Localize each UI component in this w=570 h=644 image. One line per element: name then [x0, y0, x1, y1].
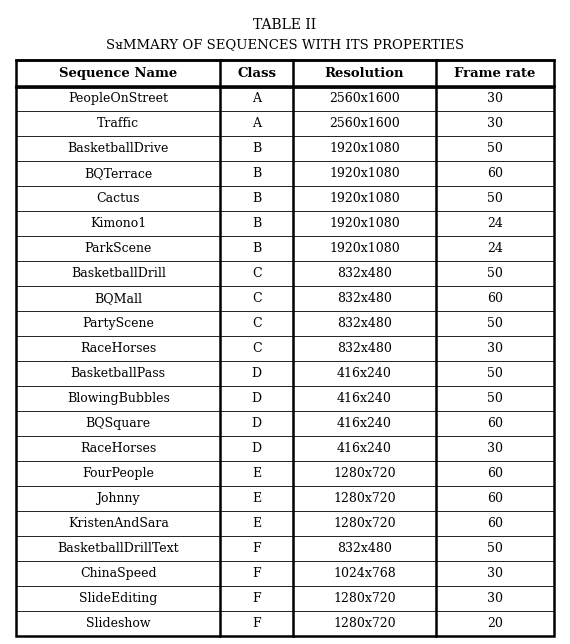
Text: F: F [253, 567, 261, 580]
Text: BasketballPass: BasketballPass [71, 367, 166, 380]
Text: 30: 30 [487, 92, 503, 105]
Text: 24: 24 [487, 242, 503, 255]
Text: F: F [253, 542, 261, 555]
Text: 416x240: 416x240 [337, 442, 392, 455]
Text: 1920x1080: 1920x1080 [329, 242, 400, 255]
Text: 30: 30 [487, 117, 503, 130]
Text: BasketballDrive: BasketballDrive [67, 142, 169, 155]
Text: C: C [252, 342, 262, 355]
Text: 60: 60 [487, 292, 503, 305]
Text: 832x480: 832x480 [337, 292, 392, 305]
Text: 1920x1080: 1920x1080 [329, 192, 400, 205]
Text: 1920x1080: 1920x1080 [329, 167, 400, 180]
Text: D: D [252, 417, 262, 430]
Text: 50: 50 [487, 317, 503, 330]
Text: PartyScene: PartyScene [82, 317, 154, 330]
Text: D: D [252, 392, 262, 405]
Text: 1024x768: 1024x768 [333, 567, 396, 580]
Text: 832x480: 832x480 [337, 342, 392, 355]
Text: BasketballDrillText: BasketballDrillText [58, 542, 179, 555]
Text: 30: 30 [487, 567, 503, 580]
Text: KristenAndSara: KristenAndSara [68, 517, 169, 530]
Text: E: E [252, 517, 261, 530]
Text: SᴚMMARY OF SEQUENCES WITH ITS PROPERTIES: SᴚMMARY OF SEQUENCES WITH ITS PROPERTIES [106, 38, 464, 51]
Text: Traffic: Traffic [97, 117, 139, 130]
Text: Resolution: Resolution [324, 66, 404, 79]
Text: 1920x1080: 1920x1080 [329, 217, 400, 230]
Text: RaceHorses: RaceHorses [80, 442, 156, 455]
Text: RaceHorses: RaceHorses [80, 342, 156, 355]
Text: 50: 50 [487, 542, 503, 555]
Text: C: C [252, 292, 262, 305]
Text: 60: 60 [487, 467, 503, 480]
Text: 2560x1600: 2560x1600 [329, 92, 400, 105]
Text: 2560x1600: 2560x1600 [329, 117, 400, 130]
Text: 60: 60 [487, 492, 503, 505]
Text: 30: 30 [487, 592, 503, 605]
Text: 416x240: 416x240 [337, 392, 392, 405]
Text: 60: 60 [487, 417, 503, 430]
Text: 1280x720: 1280x720 [333, 617, 396, 630]
Text: 1280x720: 1280x720 [333, 517, 396, 530]
Text: 50: 50 [487, 392, 503, 405]
Text: 60: 60 [487, 517, 503, 530]
Text: BQTerrace: BQTerrace [84, 167, 152, 180]
Text: E: E [252, 467, 261, 480]
Text: F: F [253, 592, 261, 605]
Text: 832x480: 832x480 [337, 267, 392, 280]
Text: Sequence Name: Sequence Name [59, 66, 177, 79]
Text: A: A [253, 92, 261, 105]
Text: Cactus: Cactus [96, 192, 140, 205]
Text: B: B [252, 142, 262, 155]
Text: ParkScene: ParkScene [84, 242, 152, 255]
Text: B: B [252, 217, 262, 230]
Text: TABLE II: TABLE II [254, 18, 316, 32]
Text: 416x240: 416x240 [337, 417, 392, 430]
Text: 30: 30 [487, 442, 503, 455]
Text: E: E [252, 492, 261, 505]
Text: 416x240: 416x240 [337, 367, 392, 380]
Text: BlowingBubbles: BlowingBubbles [67, 392, 170, 405]
Text: A: A [253, 117, 261, 130]
Text: Frame rate: Frame rate [454, 66, 535, 79]
Text: 832x480: 832x480 [337, 542, 392, 555]
Text: C: C [252, 317, 262, 330]
Text: 1280x720: 1280x720 [333, 492, 396, 505]
Text: 50: 50 [487, 267, 503, 280]
Text: PeopleOnStreet: PeopleOnStreet [68, 92, 168, 105]
Text: 30: 30 [487, 342, 503, 355]
Text: C: C [252, 267, 262, 280]
Text: FourPeople: FourPeople [82, 467, 154, 480]
Text: Kimono1: Kimono1 [90, 217, 146, 230]
Text: BQMall: BQMall [94, 292, 142, 305]
Text: 50: 50 [487, 142, 503, 155]
Text: Slideshow: Slideshow [86, 617, 150, 630]
Text: 20: 20 [487, 617, 503, 630]
Bar [16, 60, 554, 636]
Text: B: B [252, 242, 262, 255]
Text: 50: 50 [487, 367, 503, 380]
Text: 1280x720: 1280x720 [333, 467, 396, 480]
Text: D: D [252, 367, 262, 380]
Text: 1920x1080: 1920x1080 [329, 142, 400, 155]
Text: BQSquare: BQSquare [86, 417, 151, 430]
Text: Class: Class [237, 66, 276, 79]
Text: 832x480: 832x480 [337, 317, 392, 330]
Text: Johnny: Johnny [96, 492, 140, 505]
Text: 60: 60 [487, 167, 503, 180]
Text: 1280x720: 1280x720 [333, 592, 396, 605]
Text: D: D [252, 442, 262, 455]
Text: ChinaSpeed: ChinaSpeed [80, 567, 157, 580]
Text: 24: 24 [487, 217, 503, 230]
Text: 50: 50 [487, 192, 503, 205]
Text: B: B [252, 167, 262, 180]
Text: BasketballDrill: BasketballDrill [71, 267, 166, 280]
Text: SlideEditing: SlideEditing [79, 592, 157, 605]
Text: B: B [252, 192, 262, 205]
Text: F: F [253, 617, 261, 630]
